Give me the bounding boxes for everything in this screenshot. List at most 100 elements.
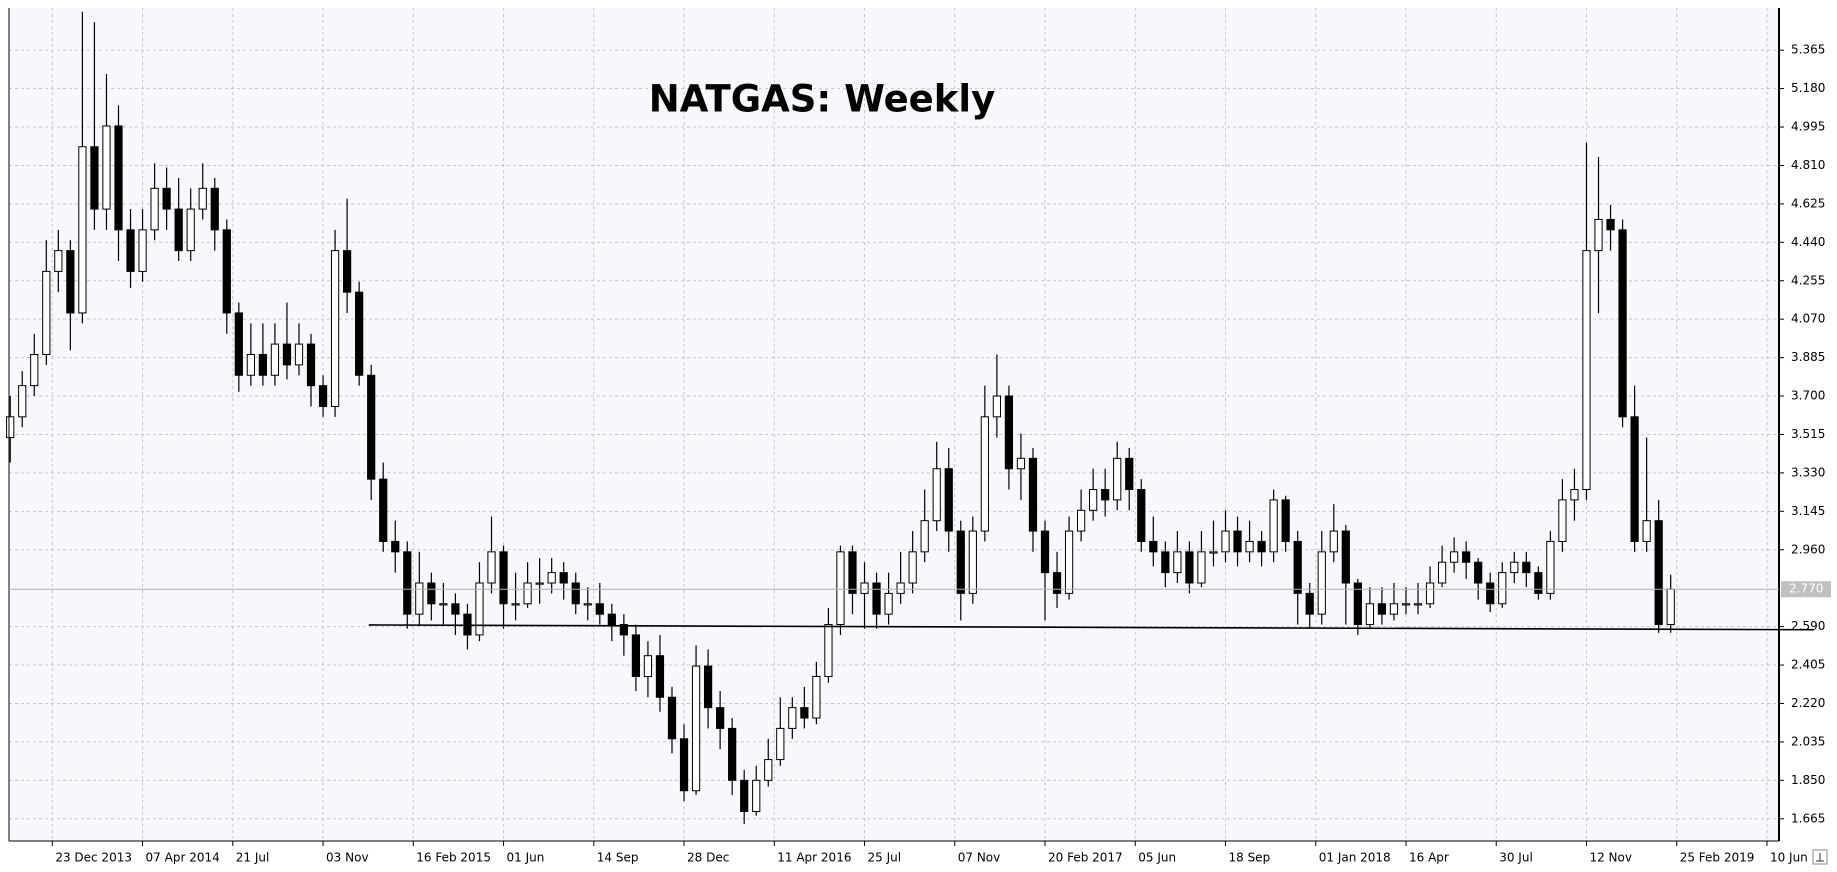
candle-body — [872, 582, 881, 615]
x-tick-label: 12 Nov — [1589, 851, 1632, 865]
candle-body — [1474, 561, 1483, 584]
candle-body — [186, 208, 195, 252]
candle-body — [776, 727, 785, 761]
x-tick-label: 07 Nov — [958, 851, 1001, 865]
x-tick-label: 01 Jun — [507, 851, 545, 865]
candles — [6, 11, 1675, 824]
candle-body — [1028, 457, 1038, 532]
candle-body — [571, 582, 580, 605]
candle-body — [90, 146, 99, 210]
grid — [9, 8, 1779, 841]
x-tick-label: 07 Apr 2014 — [146, 851, 220, 865]
candle-body — [1101, 489, 1110, 501]
x-tick-label: 30 Jul — [1499, 851, 1533, 865]
candle-body — [1630, 416, 1639, 542]
scroll-icon[interactable] — [1812, 849, 1828, 865]
candle-body — [318, 385, 328, 407]
candle-body — [896, 582, 905, 594]
candle-body — [1582, 250, 1591, 491]
candle-body — [1197, 551, 1206, 584]
candle-body — [667, 696, 677, 740]
candle-body — [1305, 592, 1314, 615]
y-tick-label: 2.405 — [1791, 658, 1825, 672]
candle-body — [932, 468, 941, 522]
candle-body — [1534, 572, 1543, 594]
candle-body — [258, 353, 267, 376]
candle-body — [1498, 572, 1507, 605]
candle-body — [1004, 395, 1014, 470]
x-tick-label: 16 Feb 2015 — [416, 851, 491, 865]
candle-body — [1016, 457, 1026, 470]
candle-body — [836, 551, 845, 626]
current-price-box — [1781, 581, 1831, 598]
candle-body — [1149, 540, 1158, 553]
y-tick-label: 3.330 — [1791, 465, 1825, 479]
y-tick-label: 4.625 — [1791, 196, 1825, 210]
candle-body — [198, 187, 207, 210]
candle-body — [1329, 530, 1338, 553]
candle-body — [860, 582, 869, 594]
candle-body — [246, 353, 255, 376]
candle-body — [1401, 603, 1411, 606]
x-tick-label: 14 Sep — [597, 851, 639, 865]
x-tick-label: 16 Apr — [1409, 851, 1449, 865]
candle-body — [1353, 582, 1362, 626]
candle-body — [1437, 561, 1447, 584]
x-tick-label: 28 Dec — [687, 851, 729, 865]
candle-body — [282, 343, 292, 366]
candle-body — [1137, 489, 1146, 542]
candle-body — [655, 655, 665, 698]
chart-title: NATGAS: Weekly — [649, 78, 995, 121]
candle-body — [1052, 572, 1062, 594]
candle-body — [631, 634, 641, 677]
candle-body — [1546, 540, 1555, 594]
y-tick-label: 4.995 — [1791, 120, 1825, 134]
candle-body — [487, 551, 496, 584]
y-tick-label: 4.255 — [1791, 273, 1825, 287]
candle-body — [1281, 499, 1290, 542]
candle-body — [475, 582, 484, 636]
candle-body — [679, 738, 689, 792]
candle-body — [848, 551, 857, 594]
candle-body — [980, 416, 989, 532]
candle-body — [824, 624, 833, 677]
candle-body — [174, 208, 183, 252]
candle-body — [391, 540, 400, 553]
candle-body — [643, 655, 653, 677]
candle-body — [908, 551, 917, 584]
candle-body — [740, 779, 749, 813]
candle-body — [222, 229, 231, 314]
candle-body — [920, 520, 929, 553]
x-tick-label: 18 Sep — [1228, 851, 1270, 865]
candle-body — [1606, 218, 1615, 231]
candle-body — [1233, 530, 1242, 553]
y-tick-label: 3.515 — [1791, 427, 1825, 441]
candle-body — [716, 707, 725, 729]
candle-body — [1293, 540, 1302, 594]
candle-body — [499, 551, 508, 605]
candle-body — [559, 572, 568, 584]
candle-body — [1558, 499, 1567, 542]
candle-body — [415, 582, 424, 615]
y-tick-label: 2.590 — [1791, 619, 1825, 633]
candle-body — [306, 343, 316, 387]
candle-body — [1450, 551, 1459, 563]
x-tick-label: 23 Dec 2013 — [55, 851, 132, 865]
candle-body — [583, 603, 592, 606]
plot-area — [9, 8, 1779, 841]
y-tick-label: 1.850 — [1791, 773, 1825, 787]
y-tick-label: 4.070 — [1791, 312, 1825, 326]
candle-body — [66, 250, 75, 314]
x-tick-label: 03 Nov — [326, 851, 369, 865]
candle-body — [210, 187, 219, 231]
candle-body — [800, 707, 809, 719]
y-tick-label: 4.440 — [1791, 235, 1825, 249]
candle-body — [355, 291, 364, 376]
candle-body — [884, 592, 893, 615]
y-tick-label: 4.810 — [1791, 158, 1825, 172]
candle-body — [1510, 561, 1519, 574]
candle-body — [1161, 551, 1170, 574]
candle-body — [1089, 489, 1098, 511]
candle-body — [1642, 520, 1651, 542]
